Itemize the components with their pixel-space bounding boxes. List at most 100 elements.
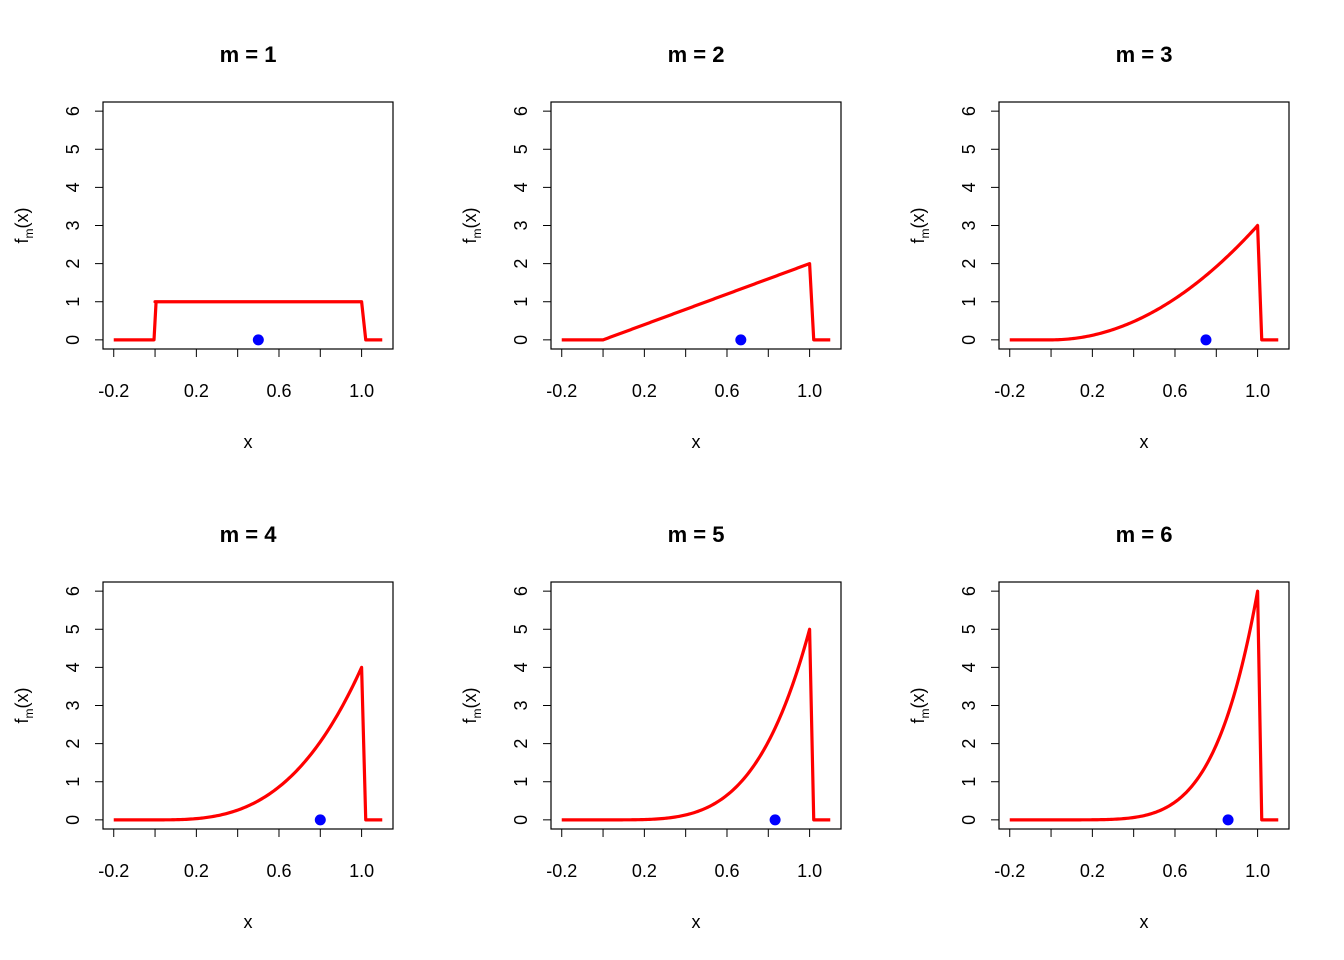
plot-frame [550,101,842,350]
density-curve [561,262,831,342]
x-tick-label: 1.0 [1245,381,1270,401]
y-axis-label: fm(x) [460,207,484,243]
y-tick-label: 0 [511,815,531,825]
x-axis-label: x [1140,912,1149,932]
plot-frame [998,581,1290,830]
y-tick-label: 3 [63,700,83,710]
y-tick-label: 4 [511,182,531,192]
density-curve [1009,223,1279,342]
x-tick-label: -0.2 [98,381,129,401]
y-tick-label: 0 [959,335,979,345]
x-axis-label: x [692,912,701,932]
panel-3: m = 3 -0.2 0.2 0.6 1.0 0 1 2 3 4 5 6 x fm(x) [908,42,1290,452]
plot-frame [102,581,394,830]
x-tick-label: 1.0 [349,861,374,881]
x-tick-label: 0.2 [1080,861,1105,881]
y-tick-label: 6 [511,586,531,596]
density-curve [1009,589,1279,822]
panel-2: m = 2 -0.2 0.2 0.6 1.0 0 1 2 3 4 5 6 x fm(x) [460,42,842,452]
density-curve [561,627,831,822]
y-tick-label: 3 [511,220,531,230]
plot-frame [102,101,394,350]
y-tick-label: 4 [959,182,979,192]
y-tick-label: 4 [63,662,83,672]
chart-title: m = 2 [668,42,725,67]
mean-point [314,814,326,826]
panel-6: m = 6 -0.2 0.2 0.6 1.0 0 1 2 3 4 5 6 x fm(x) [908,522,1290,932]
x-tick-label: 0.6 [714,861,739,881]
mean-point [1200,334,1212,346]
chart-title: m = 6 [1116,522,1173,547]
x-tick-label: 0.6 [266,861,291,881]
x-tick-label: 0.6 [266,381,291,401]
y-tick-label: 2 [511,739,531,749]
y-tick-label: 2 [63,259,83,269]
y-tick-label: 5 [511,624,531,634]
x-tick-label: 0.6 [714,381,739,401]
x-tick-label: 1.0 [797,861,822,881]
x-tick-label: -0.2 [994,861,1025,881]
y-tick-label: 3 [63,220,83,230]
y-tick-label: 3 [511,700,531,710]
y-tick-label: 2 [63,739,83,749]
x-tick-label: -0.2 [994,381,1025,401]
y-tick-label: 6 [63,586,83,596]
density-curve [113,665,383,822]
y-tick-label: 6 [959,106,979,116]
panel-4: m = 4 -0.2 0.2 0.6 1.0 0 1 2 3 4 5 6 x fm(x) [12,522,394,932]
chart-title: m = 5 [668,522,725,547]
plot-frame [550,581,842,830]
mean-point [252,334,264,346]
y-tick-label: 4 [959,662,979,672]
x-tick-label: 0.2 [632,861,657,881]
y-tick-label: 1 [959,777,979,787]
panel-1: m = 1 -0.2 0.2 0.6 1.0 0 1 2 3 4 5 6 x fm(x) [12,42,394,452]
x-tick-label: 0.6 [1162,381,1187,401]
x-tick-label: 0.2 [632,381,657,401]
y-tick-label: 2 [511,259,531,269]
y-tick-label: 5 [63,624,83,634]
y-axis-label: fm(x) [908,687,932,723]
x-axis-label: x [244,432,253,452]
x-tick-label: -0.2 [546,381,577,401]
x-tick-label: 1.0 [797,381,822,401]
x-axis-label: x [692,432,701,452]
y-tick-label: 5 [959,624,979,634]
y-axis-label: fm(x) [908,207,932,243]
x-tick-label: 0.2 [184,381,209,401]
y-tick-label: 6 [959,586,979,596]
y-tick-label: 6 [511,106,531,116]
mean-point [735,334,747,346]
chart-title: m = 3 [1116,42,1173,67]
y-axis-label: fm(x) [12,207,36,243]
y-tick-label: 0 [63,335,83,345]
y-tick-label: 5 [959,144,979,154]
mean-point [1222,814,1234,826]
x-tick-label: -0.2 [546,861,577,881]
chart-title: m = 1 [220,42,277,67]
y-tick-label: 1 [63,777,83,787]
y-axis-label: fm(x) [12,687,36,723]
y-tick-label: 4 [511,662,531,672]
mean-point [769,814,781,826]
y-tick-label: 4 [63,182,83,192]
y-tick-label: 1 [63,297,83,307]
y-tick-label: 5 [63,144,83,154]
panel-5: m = 5 -0.2 0.2 0.6 1.0 0 1 2 3 4 5 6 x fm(x) [460,522,842,932]
y-tick-label: 3 [959,700,979,710]
x-tick-label: 0.6 [1162,861,1187,881]
y-axis-label: fm(x) [460,687,484,723]
y-tick-label: 6 [63,106,83,116]
x-tick-label: 1.0 [349,381,374,401]
plot-frame [998,101,1290,350]
x-tick-label: 0.2 [184,861,209,881]
x-axis-label: x [244,912,253,932]
y-tick-label: 0 [511,335,531,345]
x-tick-label: 0.2 [1080,381,1105,401]
y-tick-label: 1 [511,297,531,307]
y-tick-label: 3 [959,220,979,230]
y-tick-label: 0 [959,815,979,825]
y-tick-label: 2 [959,259,979,269]
x-tick-label: 1.0 [1245,861,1270,881]
